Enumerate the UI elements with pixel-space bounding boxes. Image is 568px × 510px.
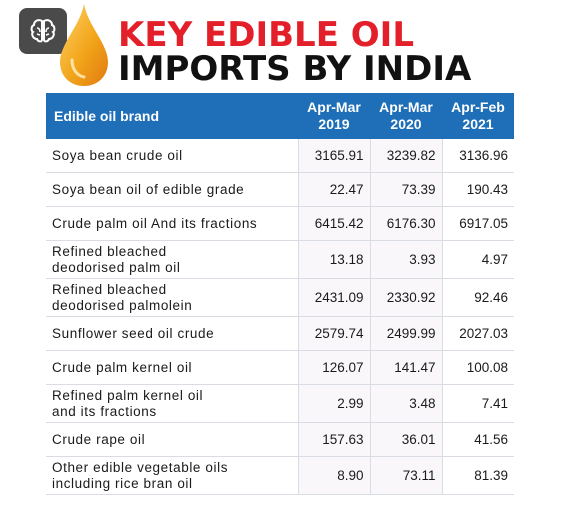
value-2021-cell: 81.39	[441, 456, 514, 495]
oil-brand-cell: Soya bean crude oil	[46, 139, 298, 173]
value-2021-cell: 100.08	[441, 350, 514, 385]
value-2020-cell: 6176.30	[369, 206, 442, 241]
imports-table: Edible oil brand Apr-Mar 2019 Apr-Mar 2020…	[46, 93, 514, 495]
value-2019-cell: 8.90	[297, 456, 370, 495]
value-2019-cell: 13.18	[297, 240, 370, 279]
value-2021-cell: 4.97	[441, 240, 514, 279]
oil-drop-icon	[60, 4, 108, 86]
value-2019-cell: 157.63	[297, 422, 370, 457]
column-header-brand: Edible oil brand	[46, 93, 298, 139]
value-2020-cell: 73.39	[369, 172, 442, 207]
value-2020-cell: 3.48	[369, 384, 442, 423]
table-row: Soya bean crude oil 3165.91 3239.82 3136.96	[46, 139, 514, 173]
table-row: Sunflower seed oil crude 2579.74 2499.99 20…	[46, 316, 514, 351]
oil-brand-cell: Crude palm kernel oil	[46, 350, 298, 385]
value-2021-cell: 190.43	[441, 172, 514, 207]
value-2019-cell: 22.47	[297, 172, 370, 207]
value-2020-cell: 3239.82	[369, 139, 442, 173]
table-row: Soya bean oil of edible grade 22.47 73.39 1…	[46, 172, 514, 207]
value-2021-cell: 41.56	[441, 422, 514, 457]
table-row: Crude palm kernel oil 126.07 141.47 100.08	[46, 350, 514, 385]
table-row: Crude palm oil And its fractions 6415.42 6…	[46, 206, 514, 241]
value-2019-cell: 6415.42	[297, 206, 370, 241]
value-2019-cell: 2431.09	[297, 278, 370, 317]
value-2019-cell: 2579.74	[297, 316, 370, 351]
brain-icon	[30, 19, 56, 43]
value-2020-cell: 2499.99	[369, 316, 442, 351]
table-row: Crude rape oil 157.63 36.01 41.56	[46, 422, 514, 457]
table-header-row: Edible oil brand Apr-Mar 2019 Apr-Mar 2020…	[46, 93, 514, 139]
oil-brand-cell: Crude rape oil	[46, 422, 298, 457]
column-header-2021: Apr-Feb 2021	[442, 93, 514, 139]
value-2019-cell: 126.07	[297, 350, 370, 385]
title-line-1: KEY EDIBLE OIL	[118, 15, 414, 55]
oil-brand-cell: Crude palm oil And its fractions	[46, 206, 298, 241]
oil-brand-cell: Refined bleached deodorised palmolein	[46, 278, 298, 317]
oil-brand-cell: Sunflower seed oil crude	[46, 316, 298, 351]
table-row: Refined bleached deodorised palm oil 13.18…	[46, 240, 514, 279]
value-2021-cell: 6917.05	[441, 206, 514, 241]
brain-logo-button[interactable]	[19, 8, 67, 54]
title-line-2: IMPORTS BY INDIA	[118, 49, 472, 89]
value-2020-cell: 36.01	[369, 422, 442, 457]
value-2021-cell: 3136.96	[441, 139, 514, 173]
value-2019-cell: 2.99	[297, 384, 370, 423]
table-row: Other edible vegetable oils including ric…	[46, 456, 514, 495]
page-title: KEY EDIBLE OIL IMPORTS BY INDIA	[118, 18, 471, 86]
oil-brand-cell: Refined palm kernel oil and its fractions	[46, 384, 298, 423]
value-2019-cell: 3165.91	[297, 139, 370, 173]
table-row: Refined bleached deodorised palmolein 2431…	[46, 278, 514, 317]
column-header-2020: Apr-Mar 2020	[370, 93, 442, 139]
value-2021-cell: 2027.03	[441, 316, 514, 351]
value-2020-cell: 2330.92	[369, 278, 442, 317]
oil-brand-cell: Soya bean oil of edible grade	[46, 172, 298, 207]
column-header-2019: Apr-Mar 2019	[298, 93, 370, 139]
value-2020-cell: 3.93	[369, 240, 442, 279]
value-2020-cell: 141.47	[369, 350, 442, 385]
value-2021-cell: 7.41	[441, 384, 514, 423]
value-2020-cell: 73.11	[369, 456, 442, 495]
value-2021-cell: 92.46	[441, 278, 514, 317]
table-row: Refined palm kernel oil and its fractions…	[46, 384, 514, 423]
oil-brand-cell: Other edible vegetable oils including ric…	[46, 456, 298, 495]
oil-brand-cell: Refined bleached deodorised palm oil	[46, 240, 298, 279]
